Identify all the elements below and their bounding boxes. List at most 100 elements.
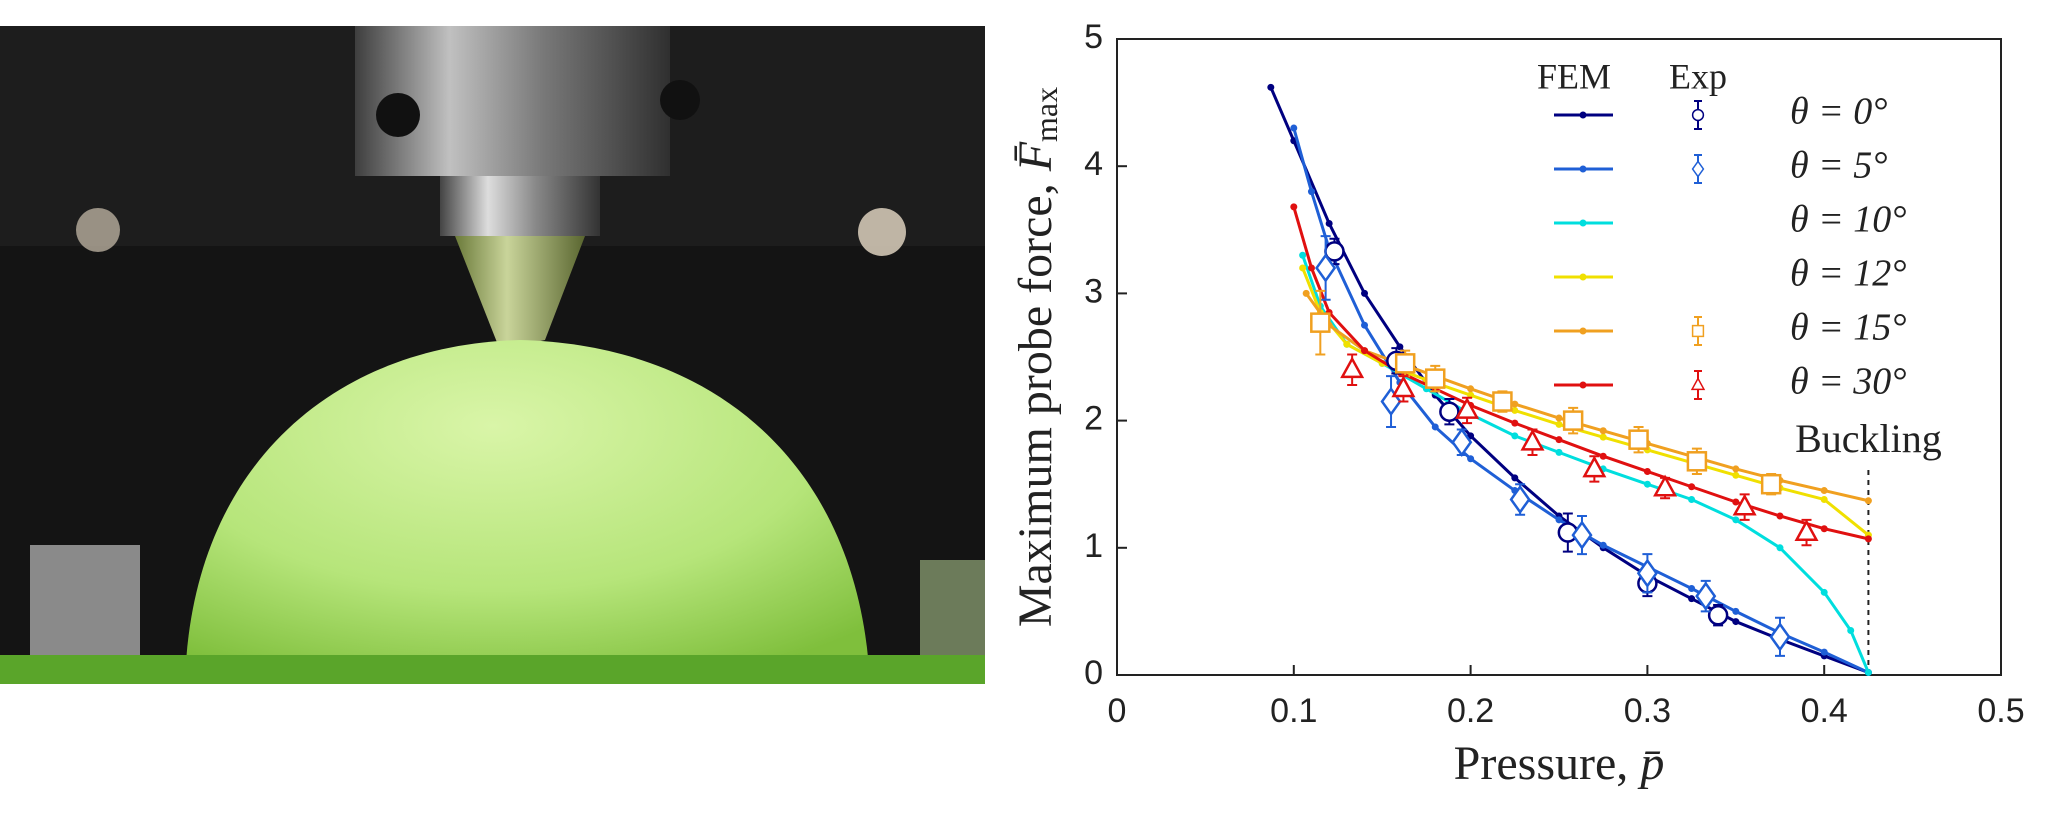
fem-point	[1361, 289, 1369, 297]
fem-point	[1511, 406, 1519, 414]
fem-point	[1555, 436, 1563, 444]
legend-marker	[1690, 376, 1706, 391]
exp-marker	[1707, 604, 1729, 626]
fem-point	[1307, 188, 1315, 196]
fem-point	[1732, 498, 1740, 506]
exp-marker	[1653, 474, 1678, 497]
exp-marker	[1451, 427, 1473, 457]
exp-marker	[1636, 558, 1658, 588]
y-axis-symbol: F̄	[1009, 141, 1062, 172]
legend-dot	[1579, 219, 1587, 227]
legend-dot	[1579, 381, 1587, 389]
exp-marker	[1315, 253, 1337, 283]
x-tick-label: 0.2	[1447, 692, 1494, 730]
exp-marker	[1794, 519, 1819, 541]
buckling-label: Buckling	[1795, 416, 1942, 461]
exp-marker	[1391, 375, 1416, 398]
exp-marker	[1492, 391, 1513, 412]
fem-point	[1299, 264, 1307, 272]
fem-point	[1688, 483, 1696, 491]
fem-point	[1820, 487, 1828, 495]
x-tick-label: 0	[1108, 692, 1127, 730]
legend-header: FEM	[1537, 56, 1611, 96]
x-axis-label: Pressure, p̄	[1454, 737, 1665, 790]
y-axis-label-text: Maximum probe force,	[1009, 183, 1062, 627]
exp-marker	[1732, 493, 1757, 516]
legend-dot	[1579, 273, 1587, 281]
exp-marker	[1571, 520, 1593, 550]
fem-point	[1732, 465, 1740, 473]
fem-line	[1292, 127, 1870, 674]
fem-line	[1269, 86, 1869, 674]
fem-point	[1555, 516, 1563, 524]
fem-point	[1511, 474, 1519, 482]
legend-dot	[1579, 111, 1587, 119]
legend-marker	[1691, 108, 1705, 122]
fem-point	[1290, 203, 1298, 211]
exp-marker	[1310, 312, 1331, 333]
fem-point	[1299, 251, 1307, 259]
fem-point	[1864, 497, 1872, 505]
legend-label: θ = 12°	[1790, 253, 1907, 295]
exp-marker	[1520, 428, 1545, 451]
y-tick-label: 4	[1084, 145, 1103, 183]
y-tick-label: 5	[1084, 18, 1103, 56]
fem-point	[1599, 433, 1607, 441]
fem-point	[1302, 289, 1310, 297]
fem-line	[1292, 206, 1869, 541]
fem-point	[1732, 516, 1740, 524]
fem-point	[1599, 452, 1607, 460]
y-tick-label: 2	[1084, 400, 1103, 438]
fem-point	[1688, 595, 1696, 603]
exp-marker	[1424, 368, 1446, 389]
fem-point	[1555, 420, 1563, 428]
legend-label: θ = 10°	[1790, 199, 1907, 241]
fem-point	[1511, 419, 1519, 427]
legend-marker	[1691, 160, 1705, 178]
exp-marker	[1686, 451, 1708, 472]
legend-label: θ = 5°	[1790, 145, 1888, 187]
fem-point	[1307, 264, 1315, 272]
fem-point	[1864, 535, 1872, 543]
exp-marker	[1628, 429, 1649, 450]
fem-point	[1467, 455, 1475, 463]
legend-marker	[1691, 324, 1705, 338]
x-tick-label: 0.4	[1801, 692, 1848, 730]
fem-point	[1343, 340, 1351, 348]
fem-point	[1555, 414, 1563, 422]
exp-marker	[1562, 410, 1584, 431]
x-tick-label: 0.3	[1624, 692, 1671, 730]
fem-point	[1820, 648, 1828, 656]
fem-point	[1290, 124, 1298, 132]
fem-point	[1361, 347, 1369, 355]
fem-point	[1732, 618, 1740, 626]
fem-line	[1301, 254, 1870, 674]
fem-point	[1847, 626, 1855, 634]
fem-point	[1511, 400, 1519, 408]
fem-point	[1820, 495, 1828, 503]
photo	[0, 26, 985, 684]
x-tick-label: 0.5	[1977, 692, 2024, 730]
exp-marker	[1695, 581, 1717, 611]
exp-marker	[1582, 455, 1607, 478]
fem-point	[1688, 495, 1696, 503]
fem-point	[1688, 585, 1696, 593]
fem-point	[1732, 607, 1740, 615]
fem-point	[1396, 343, 1404, 351]
exp-marker	[1439, 401, 1460, 422]
y-axis-label: Maximum probe force, F̄max	[1009, 87, 1064, 627]
fem-point	[1431, 423, 1439, 431]
exp-marker	[1509, 484, 1531, 515]
y-tick-label: 1	[1084, 527, 1103, 565]
exp-marker	[1769, 622, 1791, 652]
legend-dot	[1579, 327, 1587, 335]
fem-point	[1820, 525, 1828, 533]
y-tick-label: 3	[1084, 272, 1103, 310]
fem-point	[1643, 480, 1651, 488]
fem-point	[1599, 427, 1607, 435]
fem-point	[1361, 321, 1369, 329]
fem-point	[1325, 219, 1333, 227]
fem-point	[1776, 512, 1784, 520]
